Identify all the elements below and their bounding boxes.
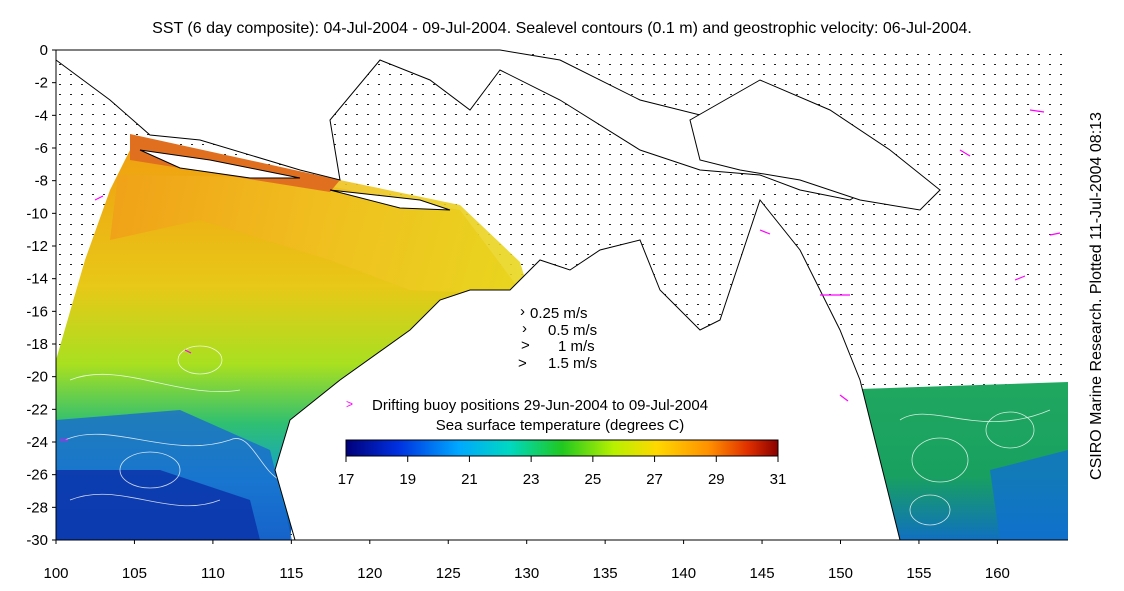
colorbar-gradient: [345, 439, 779, 457]
x-tick-label: 140: [671, 565, 696, 582]
velocity-legend-2: 1 m/s: [558, 338, 595, 355]
velocity-legend-0: 0.25 m/s: [530, 305, 588, 322]
svg-text:>: >: [518, 355, 527, 372]
y-tick-label: -18: [26, 336, 48, 353]
y-tick-label: -12: [26, 238, 48, 255]
buoy-legend: > Drifting buoy positions 29-Jun-2004 to…: [346, 397, 708, 414]
x-tick-label: 150: [828, 565, 853, 582]
y-tick-label: -6: [35, 140, 48, 157]
x-tick-label: 110: [201, 565, 225, 582]
velocity-legend-3: 1.5 m/s: [548, 355, 597, 372]
svg-text:›: ›: [522, 320, 527, 337]
colorbar-tick-label: 31: [770, 471, 787, 488]
y-axis: 0 -2 -4 -6 -8 -10 -12 -14 -16 -18 -20 -22 -24 -26 -28 -…: [26, 42, 56, 549]
colorbar-tick-label: 25: [585, 471, 602, 488]
velocity-legend: › 0.25 m/s › 0.5 m/s > 1 m/s > 1.5 m/s: [518, 303, 597, 372]
x-tick-label: 130: [514, 565, 539, 582]
x-tick-label: 155: [906, 565, 931, 582]
x-tick-label: 120: [357, 565, 382, 582]
colorbar-tick-label: 17: [338, 471, 355, 488]
y-tick-label: -10: [26, 205, 48, 222]
sealevel-contours: [64, 345, 1051, 526]
figure-title: SST (6 day composite): 04-Jul-2004 - 09-…: [152, 20, 972, 37]
y-tick-label: -20: [26, 369, 48, 386]
y-tick-label: -24: [26, 434, 48, 451]
y-tick-label: -28: [26, 499, 48, 516]
colorbar-tick-label: 27: [646, 471, 663, 488]
x-tick-label: 115: [279, 565, 303, 582]
svg-text:›: ›: [520, 303, 525, 320]
x-tick-label: 105: [122, 565, 147, 582]
colorbar: Sea surface temperature (degrees C) 17 19…: [338, 417, 787, 488]
borneo-sumatra-land: [55, 49, 881, 201]
y-tick-label: 0: [40, 42, 48, 59]
new-guinea-land: [689, 79, 941, 211]
buoy-legend-marker: >: [346, 397, 353, 411]
colorbar-tick-label: 19: [399, 471, 416, 488]
x-tick-label: 125: [436, 565, 461, 582]
y-tick-label: -22: [26, 401, 48, 418]
y-tick-label: -16: [26, 303, 48, 320]
x-tick-label: 160: [985, 565, 1010, 582]
y-tick-label: -4: [35, 107, 48, 124]
colorbar-tick-label: 23: [523, 471, 540, 488]
y-tick-label: -8: [35, 173, 48, 190]
timor-island: [329, 189, 451, 211]
colorbar-title: Sea surface temperature (degrees C): [436, 417, 684, 434]
x-tick-label: 145: [750, 565, 775, 582]
velocity-legend-1: 0.5 m/s: [548, 322, 597, 339]
svg-text:>: >: [521, 337, 530, 354]
y-tick-label: -30: [26, 532, 48, 549]
y-tick-label: -2: [35, 75, 48, 92]
x-tick-label: 100: [43, 565, 68, 582]
colorbar-tick-label: 21: [461, 471, 478, 488]
buoy-legend-label: Drifting buoy positions 29-Jun-2004 to 0…: [372, 397, 708, 414]
colorbar-tick-label: 29: [708, 471, 725, 488]
y-tick-label: -14: [26, 271, 48, 288]
x-tick-label: 135: [593, 565, 618, 582]
y-tick-label: -26: [26, 467, 48, 484]
buoy-tracks: [60, 109, 1061, 441]
java-island: [139, 149, 301, 179]
x-axis: 100 105 110 115 120 125 130 135 140 145 150 155 160: [43, 540, 1010, 582]
